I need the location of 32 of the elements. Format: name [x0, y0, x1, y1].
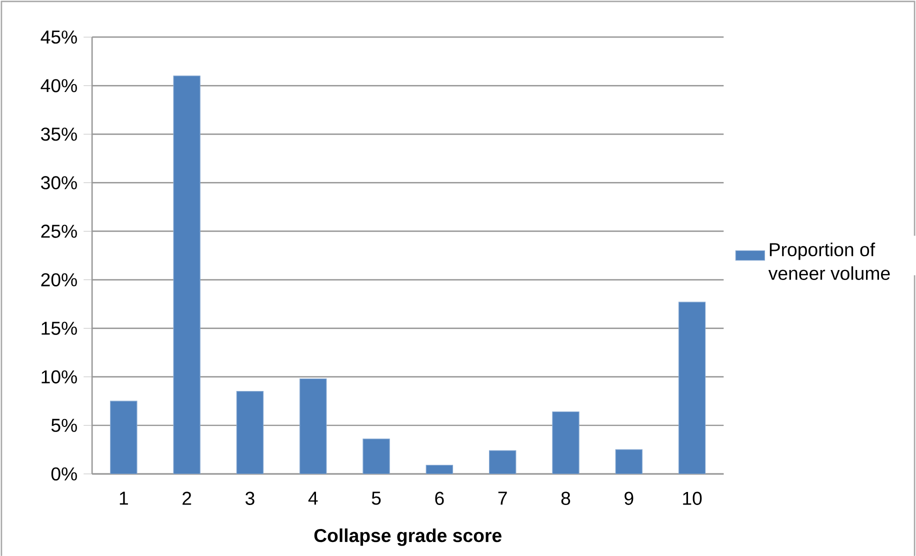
x-tick-label: 10 [683, 492, 702, 506]
x-tick-label: 5 [372, 492, 381, 505]
bar [678, 302, 706, 474]
bar [552, 412, 580, 474]
bar [173, 76, 200, 474]
x-tick-label: 2 [182, 492, 192, 505]
y-tick-label: 15% [42, 322, 77, 335]
bar [426, 464, 454, 474]
y-tick-label: 25% [41, 224, 77, 238]
legend-label: Proportion of veneer volume [768, 242, 890, 280]
x-tick-label: 6 [435, 492, 444, 506]
x-tick-label: 8 [561, 492, 570, 506]
bar [615, 449, 643, 474]
y-tick-label: 45% [40, 30, 77, 44]
y-tick-label: 35% [41, 128, 77, 141]
y-tick-label: 0% [51, 467, 77, 481]
y-tick-label: 20% [41, 273, 77, 286]
x-tick-label: 4 [308, 492, 318, 505]
bar [110, 400, 138, 474]
x-tick-label: 7 [498, 492, 507, 505]
bar [488, 450, 516, 474]
y-tick-label: 5% [51, 418, 77, 432]
y-tick-label: 10% [42, 370, 77, 384]
bar [300, 378, 327, 474]
bar [362, 438, 390, 474]
x-tick-label: 1 [120, 492, 128, 505]
y-tick-label: 30% [41, 176, 77, 190]
bar [236, 391, 264, 474]
x-axis-title: Collapse grade score [314, 528, 502, 546]
x-tick-label: 3 [246, 492, 254, 506]
y-tick-label: 40% [40, 79, 77, 92]
x-tick-label: 9 [624, 492, 634, 506]
